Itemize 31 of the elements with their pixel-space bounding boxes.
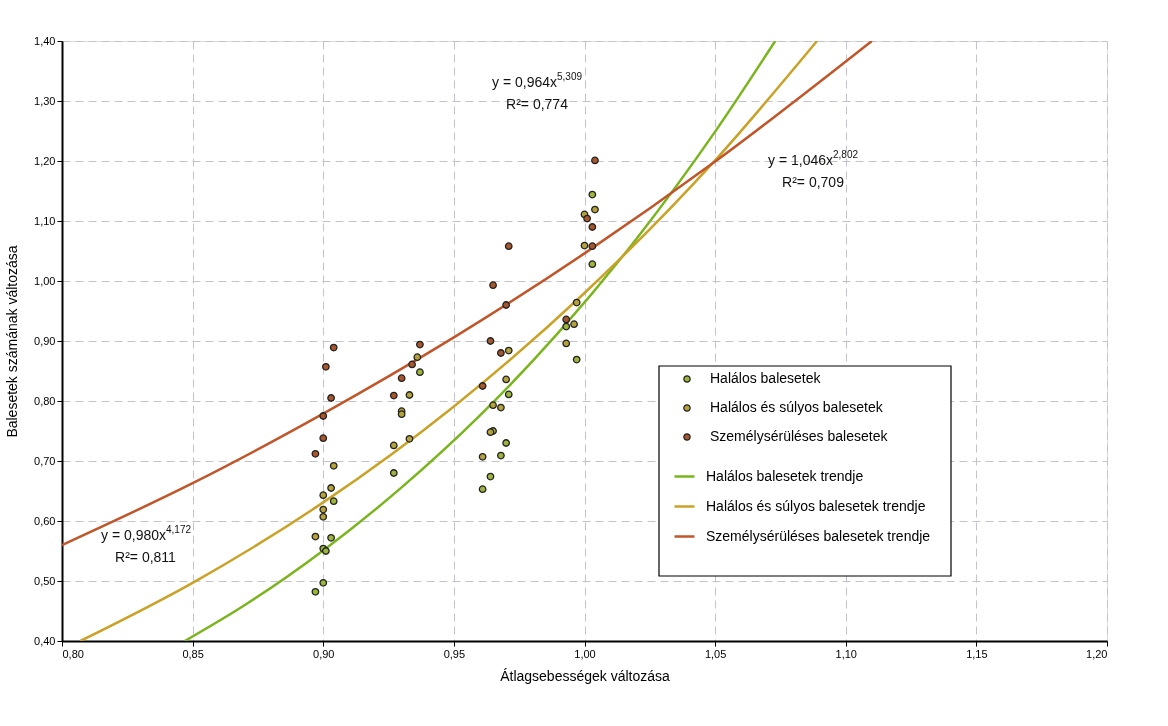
legend-label: Személysérüléses balesetek: [710, 428, 889, 444]
x-tick-label: 0,95: [443, 647, 466, 660]
legend-label: Személysérüléses balesetek trendje: [706, 527, 931, 544]
legend-label: Halálos balesetek trendje: [706, 467, 864, 484]
annotation: R²= 0,811: [115, 549, 177, 565]
annotation: R²= 0,709: [782, 174, 845, 190]
x-tick-label: 0,90: [313, 647, 335, 660]
y-tick-label: 0,70: [34, 454, 56, 467]
x-tick-label: 0,85: [182, 647, 204, 660]
y-tick-label: 1,30: [34, 94, 56, 107]
y-tick-label: 0,40: [34, 634, 56, 647]
legend-label: Halálos és súlyos balesetek: [710, 399, 884, 415]
y-tick-label: 1,10: [34, 214, 56, 227]
x-tick-label: 1,10: [835, 647, 857, 660]
y-tick-label: 1,40: [34, 34, 56, 47]
x-tick-label: 1,05: [704, 647, 727, 660]
x-axis-title: Átlagsebességek változása: [500, 667, 671, 684]
x-tick-label: 1,00: [574, 647, 596, 660]
y-tick-label: 1,00: [34, 274, 56, 287]
y-axis-title: Balesetek számának változása: [4, 245, 21, 438]
x-tick-label: 1,15: [966, 647, 988, 660]
y-tick-label: 0,60: [34, 514, 56, 527]
y-tick-label: 1,20: [34, 154, 56, 167]
legend-label: Halálos és súlyos balesetek trendje: [706, 497, 926, 514]
y-tick-label: 0,90: [34, 334, 56, 347]
y-tick-label: 0,50: [34, 574, 56, 587]
annotation: R²= 0,774: [506, 96, 569, 112]
x-tick-label: 0,80: [62, 647, 84, 660]
legend-label: Halálos balesetek: [710, 370, 822, 386]
x-tick-label: 1,20: [1086, 647, 1108, 660]
y-tick-label: 0,80: [34, 394, 56, 407]
